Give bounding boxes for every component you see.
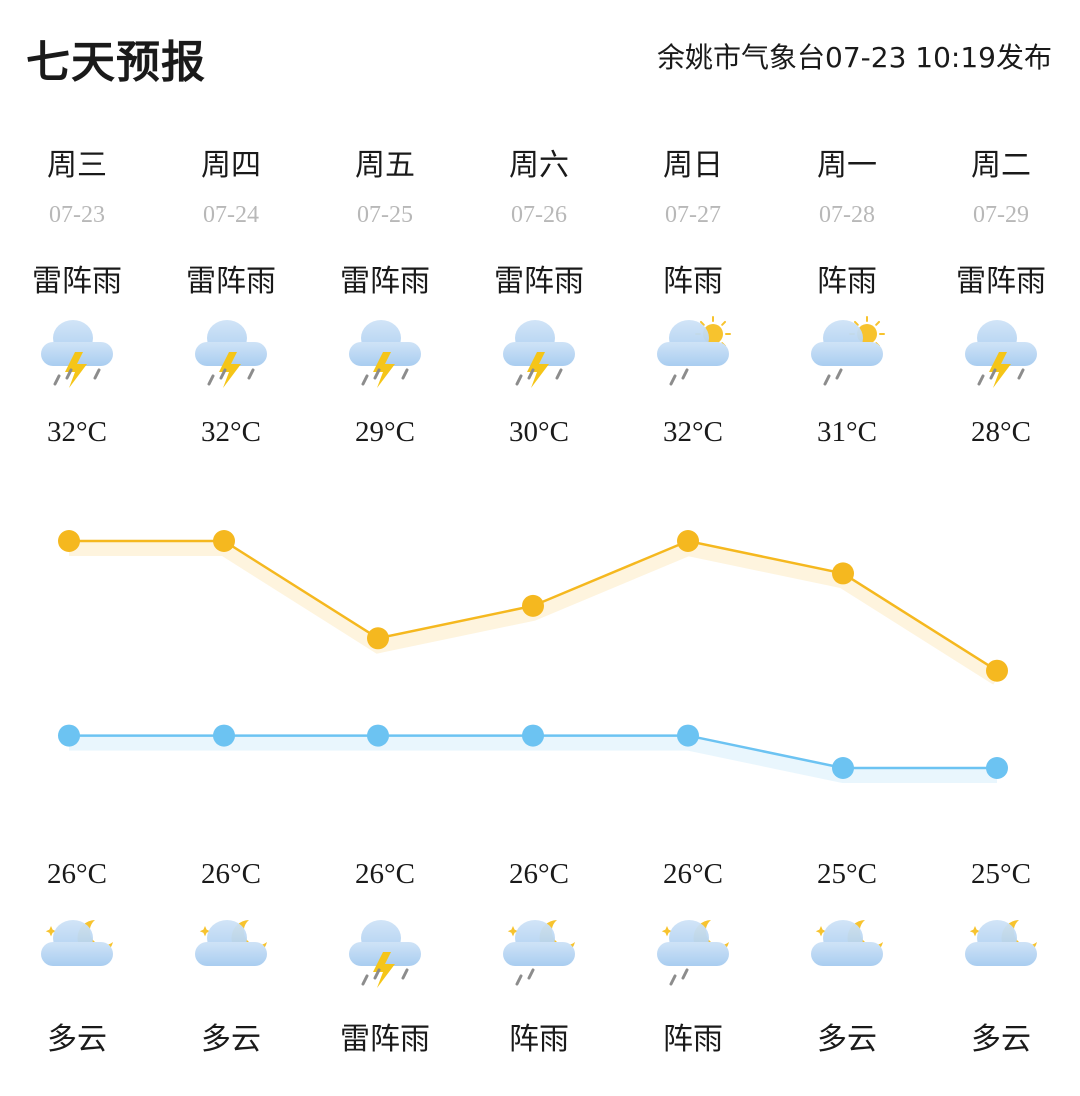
low-temp-label: 25°C xyxy=(817,858,877,890)
high-temp-label: 31°C xyxy=(817,416,877,448)
date-label: 07-27 xyxy=(665,202,721,228)
high-temp-label: 32°C xyxy=(47,416,107,448)
day-weather-label: 雷阵雨 xyxy=(186,264,276,299)
low-temp-label: 26°C xyxy=(509,858,569,890)
day-weather-label: 雷阵雨 xyxy=(32,264,122,299)
weekday-label: 周五 xyxy=(355,148,415,183)
high-temp-point xyxy=(367,627,389,650)
thunderstorm-icon xyxy=(345,312,425,392)
partly-cloudy-night-icon xyxy=(807,912,887,992)
high-temp-point xyxy=(213,530,235,552)
weekday-label: 周一 xyxy=(817,148,877,183)
high-temp-point xyxy=(677,530,699,552)
weekday-label: 周三 xyxy=(47,148,107,183)
low-temp-label: 26°C xyxy=(47,858,107,890)
night-weather-label: 多云 xyxy=(971,1022,1031,1057)
low-temp-point xyxy=(367,724,389,747)
low-temp-point xyxy=(677,724,699,747)
date-label: 07-29 xyxy=(973,202,1029,228)
thunderstorm-icon xyxy=(191,312,271,392)
low-temp-label: 26°C xyxy=(663,858,723,890)
weekday-label: 周四 xyxy=(201,148,261,183)
thunderstorm-icon xyxy=(345,912,425,992)
high-temp-label: 32°C xyxy=(663,416,723,448)
low-temp-point xyxy=(832,757,854,779)
date-label: 07-24 xyxy=(203,202,259,228)
night-weather-label: 雷阵雨 xyxy=(340,1022,430,1057)
low-temp-point xyxy=(986,757,1008,779)
shower-night-icon xyxy=(653,912,733,992)
high-temp-point xyxy=(832,562,854,585)
low-temp-label: 25°C xyxy=(971,858,1031,890)
date-label: 07-26 xyxy=(511,202,567,228)
header: 七天预报 余姚市气象台07-23 10:19发布 xyxy=(0,0,1080,110)
low-temp-label: 26°C xyxy=(355,858,415,890)
high-temp-point xyxy=(986,659,1008,682)
low-temp-label: 26°C xyxy=(201,858,261,890)
date-label: 07-28 xyxy=(819,202,875,228)
thunderstorm-icon xyxy=(37,312,117,392)
high-temp-point xyxy=(58,530,80,552)
partly-cloudy-night-icon xyxy=(961,912,1041,992)
high-temp-label: 32°C xyxy=(201,416,261,448)
low-temp-point xyxy=(213,724,235,747)
low-temp-point xyxy=(58,724,80,747)
night-weather-label: 多云 xyxy=(201,1022,261,1057)
date-label: 07-23 xyxy=(49,202,105,228)
high-temp-label: 29°C xyxy=(355,416,415,448)
night-forecast-row: 26°C 多云 26°C 多云 26°C 雷阵雨 26°C 阵雨 26°C 阵雨 25°C 多云 25°… xyxy=(0,850,1080,1070)
night-weather-label: 多云 xyxy=(47,1022,107,1057)
partly-cloudy-night-icon xyxy=(191,912,271,992)
night-weather-label: 阵雨 xyxy=(509,1022,569,1057)
thunderstorm-icon xyxy=(499,312,579,392)
high-temp-label: 28°C xyxy=(971,416,1031,448)
day-weather-label: 阵雨 xyxy=(663,264,723,299)
day-forecast-row: 周三 07-23 雷阵雨 32°C 周四 07-24 雷阵雨 32°C 周五 07-25 雷阵雨 29… xyxy=(0,130,1080,460)
day-weather-label: 阵雨 xyxy=(817,264,877,299)
day-weather-label: 雷阵雨 xyxy=(340,264,430,299)
shower-night-icon xyxy=(499,912,579,992)
publisher-info: 余姚市气象台07-23 10:19发布 xyxy=(657,41,1052,74)
night-weather-label: 多云 xyxy=(817,1022,877,1057)
shower-day-icon xyxy=(653,312,733,392)
date-label: 07-25 xyxy=(357,202,413,228)
partly-cloudy-night-icon xyxy=(37,912,117,992)
shower-day-icon xyxy=(807,312,887,392)
weekday-label: 周日 xyxy=(663,148,723,183)
night-weather-label: 阵雨 xyxy=(663,1022,723,1057)
page-title: 七天预报 xyxy=(26,37,206,88)
low-temp-point xyxy=(522,724,544,747)
weekday-label: 周六 xyxy=(509,148,569,183)
temperature-chart xyxy=(58,530,1008,783)
weekday-label: 周二 xyxy=(971,148,1031,183)
low-temp-line-glow xyxy=(69,736,997,783)
day-weather-label: 雷阵雨 xyxy=(494,264,584,299)
thunderstorm-icon xyxy=(961,312,1041,392)
high-temp-label: 30°C xyxy=(509,416,569,448)
day-weather-label: 雷阵雨 xyxy=(956,264,1046,299)
high-temp-point xyxy=(522,594,544,617)
